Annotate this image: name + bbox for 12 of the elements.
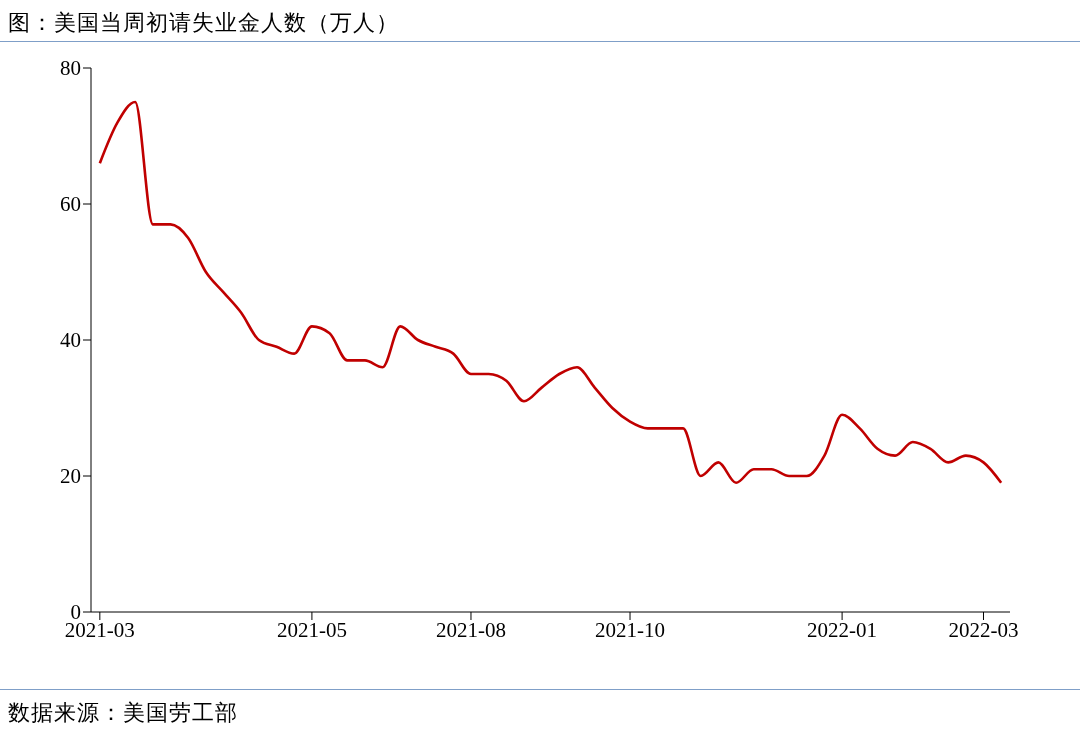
y-tick-label: 60 — [60, 192, 81, 217]
chart-title: 图：美国当周初请失业金人数（万人） — [8, 9, 399, 37]
y-tick-label: 80 — [60, 56, 81, 81]
x-tick-label: 2021-10 — [595, 617, 666, 642]
source-note: 数据来源：美国劳工部 — [8, 699, 238, 727]
x-tick-label: 2021-05 — [276, 617, 347, 642]
x-tick-label: 2021-08 — [435, 617, 506, 642]
x-tick-label: 2022-01 — [807, 617, 878, 642]
x-tick-label: 2022-03 — [948, 617, 1019, 642]
line-series — [98, 100, 1003, 485]
y-tick-label: 40 — [60, 328, 81, 353]
y-tick-label: 20 — [60, 464, 81, 489]
